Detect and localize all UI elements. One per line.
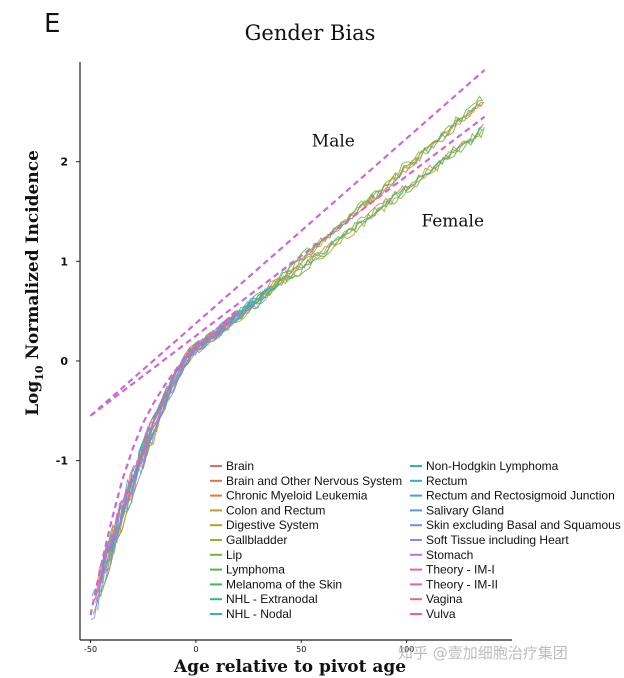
theory-line bbox=[89, 69, 486, 417]
series-line bbox=[96, 310, 239, 596]
legend-entry: Brain bbox=[226, 459, 254, 473]
y-axis-label-main: Log bbox=[23, 381, 43, 416]
legend-entry: Gallbladder bbox=[226, 533, 287, 547]
legend-entry: Rectum bbox=[426, 474, 467, 488]
legend-entry: Colon and Rectum bbox=[226, 503, 325, 517]
legend-entry: NHL - Extranodal bbox=[226, 592, 318, 606]
y-axis-label-rest: Normalized Incidence bbox=[23, 150, 43, 365]
legend-entry: Lymphoma bbox=[226, 563, 285, 577]
y-axis-label-subscript: 10 bbox=[33, 365, 46, 381]
x-ticks: -50 0 50 100 bbox=[84, 640, 414, 654]
legend-entry: Lip bbox=[226, 548, 242, 562]
theory-line bbox=[89, 308, 239, 616]
legend-entry: Soft Tissue including Heart bbox=[426, 533, 569, 547]
y-tick-label: 2 bbox=[60, 156, 68, 169]
legend-entry: NHL - Nodal bbox=[226, 607, 292, 621]
legend-entry: Theory - IM-II bbox=[426, 577, 498, 591]
legend-entry: Theory - IM-I bbox=[426, 563, 495, 577]
series-line bbox=[91, 292, 271, 597]
x-tick-label: 50 bbox=[296, 645, 306, 654]
y-tick-label: -1 bbox=[56, 455, 68, 468]
theory-line bbox=[89, 115, 486, 417]
legend-entry: Stomach bbox=[426, 548, 473, 562]
theory-lines-layer bbox=[89, 69, 486, 616]
legend-entry: Non-Hodgkin Lymphoma bbox=[426, 459, 559, 473]
chart-title: Gender Bias bbox=[245, 21, 376, 45]
y-axis-label: Log10 Normalized Incidence bbox=[23, 150, 46, 416]
legend-entry: Chronic Myeloid Leukemia bbox=[226, 489, 368, 503]
legend-entry: Skin excluding Basal and Squamous bbox=[426, 518, 621, 532]
y-tick-label: 1 bbox=[60, 255, 68, 268]
x-tick-label: 100 bbox=[399, 645, 414, 654]
annotations: Male Female bbox=[312, 132, 484, 232]
x-tick-label: 0 bbox=[193, 645, 198, 654]
y-ticks: -1 0 1 2 bbox=[56, 156, 80, 468]
annotation-label: Female bbox=[421, 211, 484, 231]
series-line bbox=[94, 321, 228, 603]
x-axis-label: Age relative to pivot age bbox=[173, 657, 406, 677]
legend-entry: Brain and Other Nervous System bbox=[226, 474, 402, 488]
legend-entry: Salivary Gland bbox=[426, 503, 504, 517]
legend-entry: Digestive System bbox=[226, 518, 319, 532]
legend-entry: Vagina bbox=[426, 592, 463, 606]
legend-entry: Rectum and Rectosigmoid Junction bbox=[426, 489, 615, 503]
x-tick-label: -50 bbox=[84, 645, 97, 654]
panel-letter: E bbox=[44, 9, 60, 39]
series-line bbox=[92, 126, 485, 615]
legend-entry: Melanoma of the Skin bbox=[226, 577, 342, 591]
legend-entry: Vulva bbox=[426, 607, 456, 621]
annotation-label: Male bbox=[312, 132, 355, 152]
y-tick-label: 0 bbox=[60, 355, 68, 368]
series-line bbox=[93, 313, 237, 601]
watermark: 知乎 @壹加细胞治疗集团 bbox=[398, 644, 568, 662]
